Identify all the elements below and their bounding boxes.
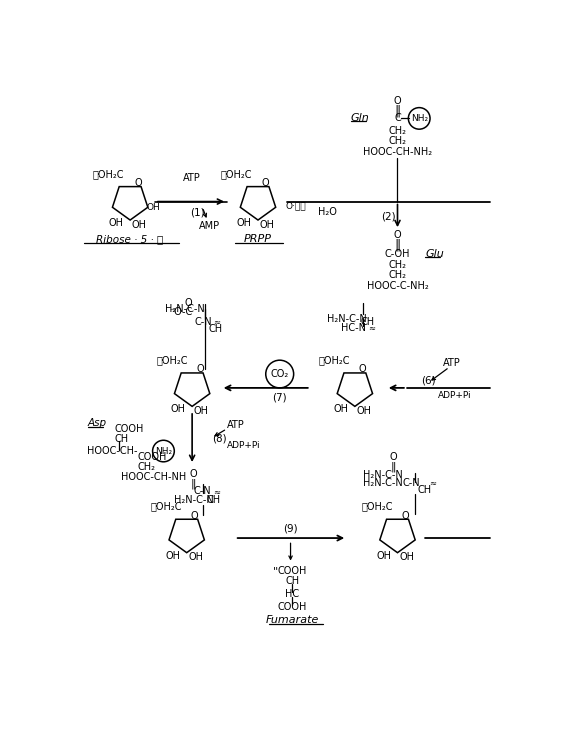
Text: Fumarate: Fumarate [266,615,319,625]
Text: ⓟOH₂C: ⓟOH₂C [151,502,182,512]
Text: ADP+Pi: ADP+Pi [438,391,471,400]
Text: ≈: ≈ [214,317,221,326]
Text: ‖: ‖ [395,238,401,251]
Text: OH: OH [109,218,124,228]
Text: HOOC-C-NH₂: HOOC-C-NH₂ [367,281,429,291]
Text: CH₂: CH₂ [388,271,407,280]
Text: Gln: Gln [351,113,370,123]
Text: ⓟOH₂C: ⓟOH₂C [319,356,350,365]
Text: O: O [196,364,204,374]
Text: ≈: ≈ [213,487,219,496]
Text: (7): (7) [272,392,287,402]
Text: ": " [272,566,278,576]
Text: ⁻O-C: ⁻O-C [169,307,192,318]
Text: NH₂: NH₂ [155,447,172,456]
Text: HOOC-CH-NH₂: HOOC-CH-NH₂ [363,147,432,157]
Text: O·ⓟⓟ: O·ⓟⓟ [286,201,306,211]
Text: ≈: ≈ [369,323,376,332]
Text: OH: OH [376,550,391,561]
Text: C-N: C-N [195,317,212,327]
Text: ATP: ATP [183,174,201,183]
Text: ATP: ATP [443,358,461,368]
Text: COOH: COOH [138,452,167,462]
Text: O: O [184,298,192,308]
Text: ‖: ‖ [395,104,401,118]
Text: (9): (9) [283,524,298,534]
Text: OH: OH [357,406,372,416]
Text: H₂O: H₂O [319,207,337,218]
Text: Asp: Asp [88,418,107,429]
Text: O: O [262,178,270,188]
Text: OH: OH [194,406,209,416]
Text: ADP+Pi: ADP+Pi [227,441,260,450]
Text: OH: OH [188,553,203,562]
Text: O: O [393,96,401,107]
Text: CH₂: CH₂ [388,260,407,269]
Text: COOH: COOH [278,566,307,576]
Text: ⓟOH₂C: ⓟOH₂C [362,502,393,512]
Text: OH: OH [334,404,348,415]
Text: O: O [359,364,366,374]
Text: OH: OH [146,203,160,212]
Text: PRPP: PRPP [244,234,272,245]
Text: CH₂: CH₂ [138,462,156,472]
Text: CH: CH [209,324,222,334]
Text: OH: OH [260,220,275,230]
Text: AMP: AMP [199,221,221,231]
Text: COOH: COOH [115,423,144,434]
Text: CO₂: CO₂ [271,369,289,379]
Text: OH: OH [165,550,180,561]
Text: OH: OH [237,218,252,228]
Text: OH: OH [170,404,185,415]
Text: C: C [394,113,401,123]
Text: H₂N-C-N: H₂N-C-N [363,477,403,488]
Text: O: O [393,231,401,240]
Text: CH: CH [418,485,431,496]
Text: (8): (8) [212,434,226,444]
Text: ‖: ‖ [191,478,196,488]
Text: HC-N: HC-N [341,323,366,333]
Text: O: O [401,511,409,520]
Text: ATP: ATP [227,420,245,430]
Text: CH₂: CH₂ [388,126,407,136]
Text: C-N: C-N [194,486,211,496]
Text: ≈: ≈ [429,478,436,487]
Text: NH₂: NH₂ [411,114,428,123]
Text: HOOC-CH-: HOOC-CH- [88,446,138,456]
Text: HOOC-CH-NH: HOOC-CH-NH [121,472,186,483]
Text: H₂N-C-N: H₂N-C-N [363,470,403,480]
Text: ⓟOH₂C: ⓟOH₂C [156,356,188,365]
Text: H₂N-C-N: H₂N-C-N [173,494,213,504]
Text: ⓟOH₂C: ⓟOH₂C [93,169,124,179]
Text: O: O [191,511,198,520]
Text: C-OH: C-OH [385,249,410,259]
Text: HC: HC [285,589,299,599]
Text: C-N: C-N [403,477,420,488]
Text: CH: CH [285,576,299,586]
Text: CH: CH [360,317,374,327]
Text: ⓟOH₂C: ⓟOH₂C [221,169,252,179]
Text: CH: CH [207,494,221,504]
Text: (6): (6) [421,375,436,385]
Text: H₂N-C-N: H₂N-C-N [327,314,367,323]
Text: H₂N-C-N: H₂N-C-N [165,304,204,314]
Text: OH: OH [132,220,147,230]
Text: COOH: COOH [278,602,307,612]
Text: (1): (1) [190,207,205,218]
Text: Ribose · 5 · ⓟ: Ribose · 5 · ⓟ [97,234,164,245]
Text: O: O [390,452,397,462]
Text: O: O [190,469,198,479]
Text: O: O [134,178,142,188]
Text: CH: CH [115,434,129,444]
Text: OH: OH [399,553,414,562]
Text: (2): (2) [381,211,396,221]
Text: CH₂: CH₂ [388,137,407,147]
Text: Glu: Glu [426,249,444,259]
Text: ‖: ‖ [391,461,396,472]
